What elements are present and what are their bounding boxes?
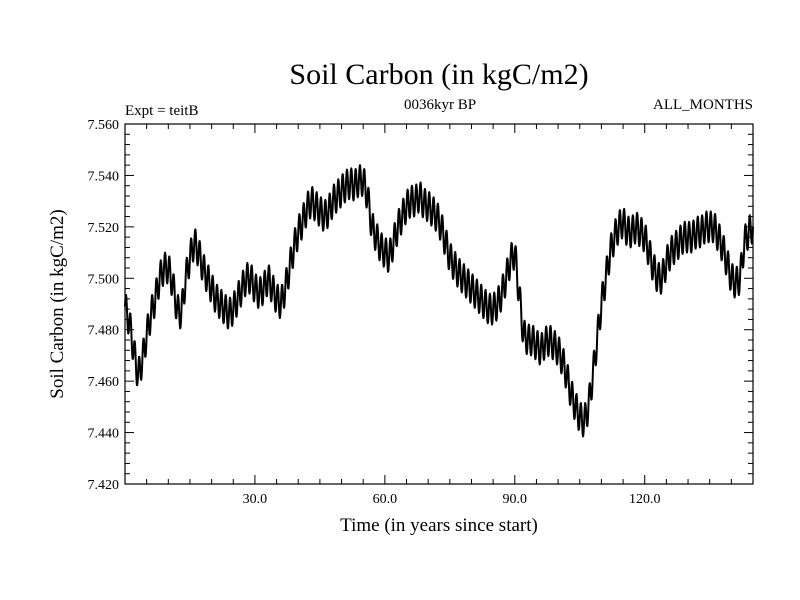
plot-frame	[124, 123, 754, 485]
x-tick-label: 120.0	[629, 492, 661, 507]
y-tick-label: 7.460	[88, 375, 120, 390]
y-tick-label: 7.500	[88, 272, 120, 287]
y-tick-label: 7.560	[88, 118, 120, 133]
series-layer	[124, 164, 754, 438]
series-line-0	[124, 164, 754, 438]
chart-subtitle-center: 0036kyr BP	[404, 97, 476, 113]
y-axis-label: Soil Carbon (in kgC/m2)	[47, 209, 68, 398]
y-tick-label: 7.520	[88, 221, 120, 236]
y-tick-label: 7.420	[88, 478, 120, 493]
x-tick-label: 90.0	[503, 492, 528, 507]
tick-labels-layer: 30.0 60.0 90.0 120.0 7.420 7.440 7.460 7.480 7.5…	[88, 118, 661, 507]
y-tick-label: 7.440	[88, 427, 120, 442]
y-tick-label: 7.480	[88, 324, 120, 339]
y-tick-label: 7.540	[88, 169, 120, 184]
ticks-layer	[125, 124, 753, 484]
x-tick-label: 30.0	[243, 492, 268, 507]
chart-subtitle-left: Expt = teitB	[125, 103, 198, 119]
chart-subtitle-right: ALL_MONTHS	[653, 97, 753, 113]
chart-title: Soil Carbon (in kgC/m2)	[289, 58, 588, 91]
x-tick-label: 60.0	[373, 492, 398, 507]
x-axis-label: Time (in years since start)	[340, 515, 538, 536]
